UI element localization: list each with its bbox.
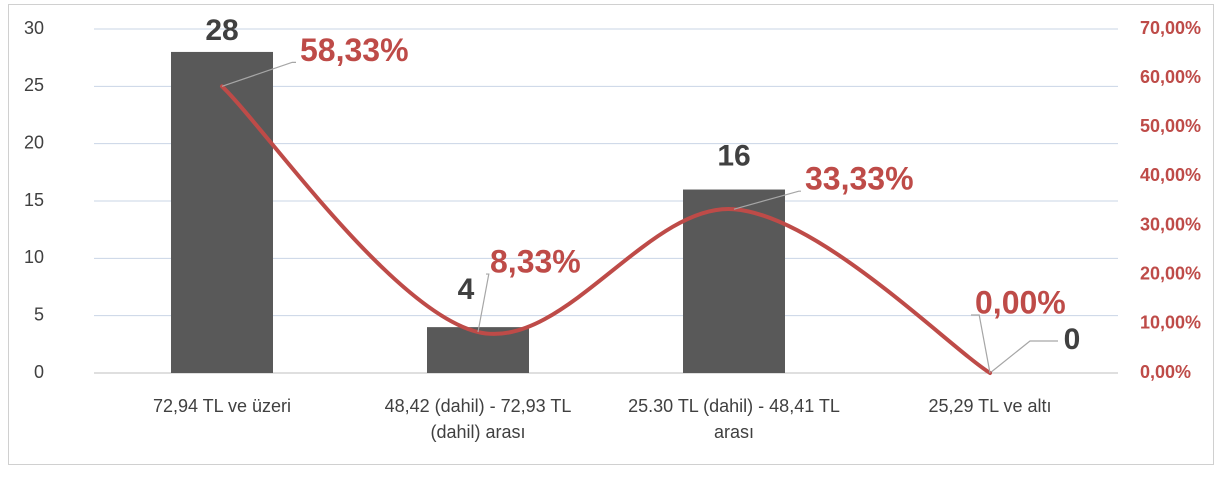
line-value-label: 58,33% bbox=[300, 32, 409, 68]
y2-tick-label: 20,00% bbox=[1140, 263, 1201, 283]
leader-line bbox=[477, 273, 490, 333]
y2-tick-label: 40,00% bbox=[1140, 165, 1201, 185]
y-tick-label: 25 bbox=[24, 75, 44, 95]
line bbox=[220, 84, 992, 375]
bar-value-label: 4 bbox=[458, 273, 475, 306]
leader-line bbox=[989, 340, 1058, 374]
bar bbox=[171, 51, 273, 373]
y2-tick-label: 50,00% bbox=[1140, 116, 1201, 136]
y-tick-label: 30 bbox=[24, 18, 44, 38]
x-tick-label: 72,94 TL ve üzeri bbox=[152, 396, 292, 416]
bar bbox=[683, 189, 785, 373]
y-tick-label: 0 bbox=[34, 362, 44, 382]
leader-line bbox=[733, 190, 801, 210]
y-tick-label: 20 bbox=[24, 132, 44, 152]
x-tick-label: 48,42 (dahil) - 72,93 TL (dahil) arası bbox=[384, 396, 572, 442]
leader-line bbox=[971, 314, 991, 374]
y2-tick-label: 30,00% bbox=[1140, 214, 1201, 234]
y-tick-label: 5 bbox=[34, 304, 44, 324]
y2-tick-label: 70,00% bbox=[1140, 18, 1201, 38]
line-value-label: 8,33% bbox=[490, 244, 581, 280]
y-tick-label: 10 bbox=[24, 247, 44, 267]
y2-tick-label: 60,00% bbox=[1140, 67, 1201, 87]
bar bbox=[427, 327, 529, 373]
line-value-label: 0,00% bbox=[975, 284, 1066, 320]
x-tick-label: 25,29 TL ve altı bbox=[928, 396, 1052, 416]
y-tick-label: 15 bbox=[24, 190, 44, 210]
y2-tick-label: 0,00% bbox=[1140, 362, 1191, 382]
x-tick-label: 25.30 TL (dahil) - 48,41 TL arası bbox=[628, 396, 840, 442]
leader-line bbox=[221, 61, 296, 87]
line-value-label: 33,33% bbox=[805, 161, 914, 197]
bar-value-label: 0 bbox=[1064, 323, 1081, 356]
bar-value-label: 16 bbox=[717, 139, 750, 172]
bar-value-label: 28 bbox=[205, 14, 238, 47]
y2-tick-label: 10,00% bbox=[1140, 313, 1201, 333]
